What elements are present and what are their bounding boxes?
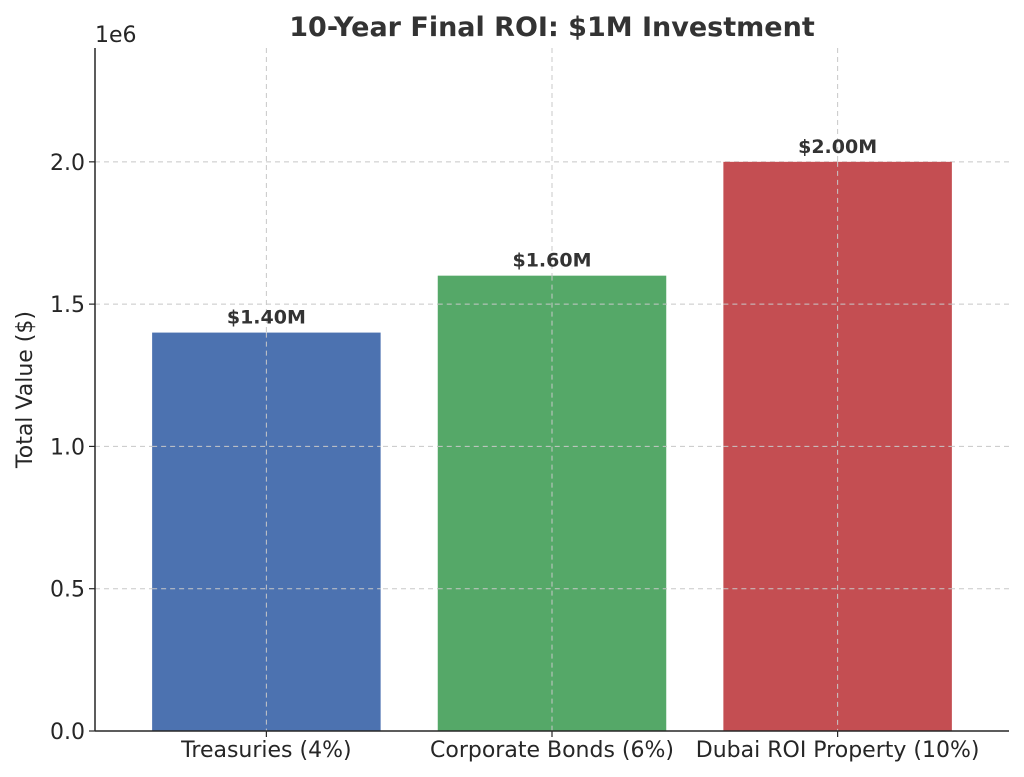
- y-tick-label: 0.0: [50, 720, 85, 745]
- y-tick-label: 1.0: [50, 435, 85, 460]
- labels-layer: $1.40M $1.60M $2.00M: [227, 136, 877, 329]
- chart-title: 10-Year Final ROI: $1M Investment: [289, 12, 815, 43]
- y-axis-label: Total Value ($): [13, 311, 38, 469]
- x-tick-label: Corporate Bonds (6%): [430, 738, 674, 763]
- bar-value-label: $2.00M: [798, 136, 877, 158]
- ticks-layer: 0.0 0.5 1.0 1.5 2.0 Treasuries (4%) Corporate …: [50, 151, 979, 763]
- x-tick-label: Treasuries (4%): [180, 738, 351, 763]
- bar-value-label: $1.40M: [227, 307, 306, 329]
- bar-value-label: $1.60M: [512, 250, 591, 272]
- y-tick-label: 0.5: [50, 578, 85, 603]
- y-tick-label: 2.0: [50, 151, 85, 176]
- y-offset-label: 1e6: [95, 23, 137, 48]
- y-tick-label: 1.5: [50, 293, 85, 318]
- x-tick-label: Dubai ROI Property (10%): [696, 738, 980, 763]
- bars-layer: [152, 161, 952, 732]
